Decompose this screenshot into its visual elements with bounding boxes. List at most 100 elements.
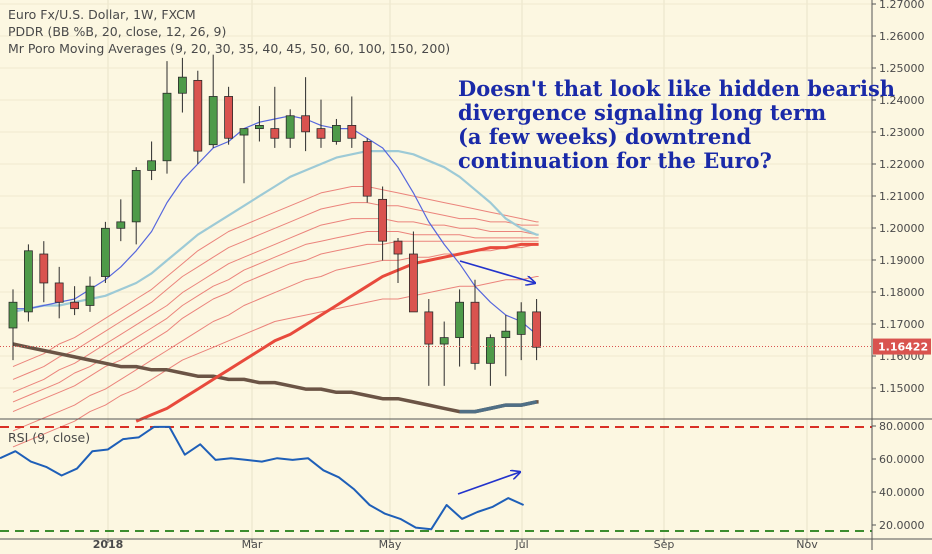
last-price-label: 1.16422 [878,341,928,354]
price-axis-panel [872,0,932,550]
candle-body [285,115,295,139]
candle [516,302,526,361]
candle-body [177,76,187,94]
annotation-line-1: Doesn't that look like hidden bearish [458,76,895,101]
ma-line-45 [12,231,539,403]
ma-line-50 [12,240,539,413]
candle [316,99,326,148]
price-tick-label: 1.22000 [879,158,925,171]
candle [532,299,541,361]
candle-body [439,337,449,345]
candle-body [239,128,249,136]
rsi-layer [0,425,872,533]
time-tick-label: May [379,538,402,550]
ma-line-40 [12,218,539,393]
candle-body [270,128,280,139]
candle-body [162,92,172,162]
candle-body [316,128,326,139]
candle-body [470,301,480,364]
candle-body [362,141,372,197]
candle [147,141,157,181]
indicator-pddr-label: PDDR (BB %B, 20, close, 12, 26, 9) [8,24,226,39]
price-tick-label: 1.26000 [879,30,925,43]
candle-body [532,311,541,348]
ma-line-35 [12,202,539,380]
ma-line-30 [12,186,539,368]
candle [131,167,141,245]
rsi-tick-label: 60.0000 [879,453,925,466]
symbol-title: Euro Fx/U.S. Dollar, 1W, FXCM [8,7,196,22]
candle [85,276,95,312]
price-tick-label: 1.27000 [879,0,925,11]
candle [485,334,495,386]
time-tick-label: Jul [514,538,528,550]
candle [347,96,357,148]
price-tick-label: 1.19000 [879,254,925,267]
candle [39,241,49,303]
rsi-tick-label: 40.0000 [879,486,925,499]
moving-averages-layer [12,115,539,448]
candle-body [301,115,311,133]
candle-body [501,330,511,339]
candle [501,315,511,377]
candle-body [516,311,526,335]
time-tick-label: Mar [242,538,263,550]
candle [116,199,126,242]
candle [208,54,218,148]
ma-line-100 [135,242,539,423]
rsi-tick-label: 20.0000 [879,519,925,532]
candle [378,186,388,261]
candle-body [193,79,203,152]
candle-body [101,227,110,277]
rsi-label: RSI (9, close) [8,430,90,445]
ma-line-9 [13,115,539,335]
candle-body [70,301,79,310]
candle [455,289,465,367]
candle [331,118,341,145]
candle [23,244,33,322]
price-tick-label: 1.21000 [879,190,925,203]
time-tick-label: Nov [796,538,818,550]
candle [439,321,449,386]
candle [393,237,403,283]
candle [162,61,172,174]
candle [301,77,311,152]
candle [254,106,264,142]
candle-body [485,337,495,364]
price-tick-label: 1.23000 [879,126,925,139]
candle-body [131,170,141,223]
price-tick-label: 1.15000 [879,382,925,395]
candle-body [54,282,64,303]
candle [362,138,372,203]
candle-body [224,96,234,139]
candle-body [254,125,264,130]
last-price-badge [873,338,931,355]
candle [470,279,480,370]
candle [424,299,434,386]
candle [285,109,295,148]
candle [8,289,18,361]
annotation-line-4: continuation for the Euro? [458,148,772,173]
arrows-layer [457,260,535,495]
annotation-line-2: divergence signaling long term [458,100,826,125]
candle-body [85,285,95,306]
candle-body [208,96,218,146]
candle [224,86,234,145]
candle-body [39,253,49,284]
candle-body [455,301,465,339]
ma-line-200-tail [459,400,537,414]
candle-body [408,253,418,313]
candle [408,231,418,313]
candle [193,70,203,164]
ma-line-20 [12,150,539,313]
candle-body [424,311,434,345]
rsi-higher-high-arrow [457,472,520,495]
candle-body [347,125,357,139]
candle-body [116,221,126,229]
ma-line-150 [12,276,539,448]
price-tick-label: 1.18000 [879,286,925,299]
indicator-ma-label: Mr Poro Moving Averages (9, 20, 30, 35, … [8,41,450,56]
candle-body [147,160,157,171]
